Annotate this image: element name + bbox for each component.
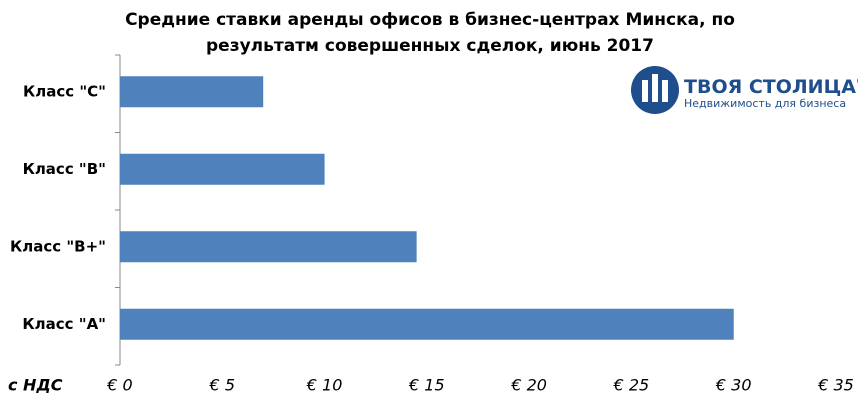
logo-tagline: Недвижимость для бизнеса xyxy=(684,97,846,110)
x-tick-label: € 10 xyxy=(306,376,343,395)
x-tick-label: € 20 xyxy=(510,376,547,395)
bar xyxy=(120,76,264,108)
logo-name: ТВОЯ СТОЛИЦА® xyxy=(684,76,858,98)
x-tick-label: € 30 xyxy=(715,376,752,395)
x-tick-label: € 5 xyxy=(209,376,235,395)
x-axis-label: с НДС xyxy=(8,376,63,395)
x-tick-label: € 15 xyxy=(408,376,445,395)
x-tick-label: € 0 xyxy=(106,376,132,395)
x-tick-label: € 35 xyxy=(817,376,854,395)
logo: ТВОЯ СТОЛИЦА® Недвижимость для бизнеса xyxy=(631,66,858,114)
logo-name: ТВОЯ СТОЛИЦА xyxy=(684,76,856,98)
logo-icon xyxy=(642,80,648,102)
bar xyxy=(120,153,325,185)
y-tick-label: Класс "B+" xyxy=(10,237,106,255)
bar xyxy=(120,308,734,340)
y-tick-label: Класс "C" xyxy=(23,82,106,100)
chart-title: результатм совершенных сделок, июнь 2017 xyxy=(206,36,654,56)
logo-mark: ® xyxy=(856,77,858,87)
y-tick-label: Класс "A" xyxy=(22,315,106,333)
x-tick-label: € 25 xyxy=(613,376,650,395)
logo-icon xyxy=(662,80,668,102)
chart-title: Средние ставки аренды офисов в бизнес-це… xyxy=(125,10,735,30)
bar xyxy=(120,231,417,263)
y-tick-label: Класс "B" xyxy=(23,160,106,178)
logo-icon xyxy=(652,74,658,102)
